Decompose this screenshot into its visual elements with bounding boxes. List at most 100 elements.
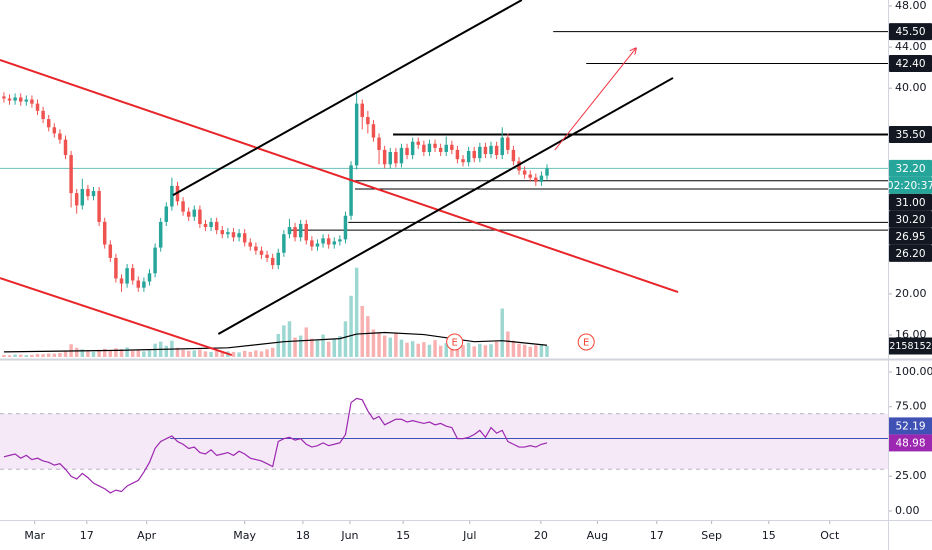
candle-body xyxy=(265,254,269,258)
candle-body xyxy=(69,155,73,194)
x-tick-label: May xyxy=(233,529,256,542)
price-line-badge-bg xyxy=(889,193,932,211)
candle-body xyxy=(7,98,12,101)
volume-bar xyxy=(511,340,516,357)
candle-body xyxy=(97,191,101,222)
volume-bar xyxy=(483,345,488,357)
price-line-badge: 35.50 xyxy=(895,129,925,141)
candle-body xyxy=(466,150,471,163)
rsi-value-badge: 48.98 xyxy=(895,437,925,449)
rsi-level-badge-bg xyxy=(889,417,932,435)
candle-body xyxy=(30,99,34,104)
earnings-marker xyxy=(446,333,464,351)
volume-bar xyxy=(86,351,90,357)
volume-bar xyxy=(74,347,79,357)
volume-bar xyxy=(528,346,532,357)
volume-bar xyxy=(203,351,208,357)
candle-body xyxy=(455,149,460,160)
candle-body xyxy=(433,143,437,148)
volume-bar xyxy=(494,341,499,357)
x-tick-label: Aug xyxy=(587,529,608,542)
candle-body xyxy=(444,144,448,152)
candle-body xyxy=(528,174,532,178)
volume-bar xyxy=(287,321,292,357)
y-tick-label: 0.00 xyxy=(895,504,920,517)
candle-body xyxy=(164,206,169,222)
trend-line xyxy=(0,58,679,293)
candle-body xyxy=(170,185,174,207)
volume-bar xyxy=(422,342,426,357)
candle-body xyxy=(371,124,376,138)
volume-bar xyxy=(371,329,376,357)
volume-bar xyxy=(119,349,124,357)
volume-bar xyxy=(147,350,152,357)
volume-bar xyxy=(489,344,493,357)
candle-body xyxy=(405,147,409,156)
candle-body xyxy=(130,268,135,281)
x-tick-label: Sep xyxy=(701,529,722,542)
volume-bar xyxy=(108,350,113,357)
candle-body xyxy=(46,119,51,128)
candle-body xyxy=(321,238,325,244)
x-tick-label: 20 xyxy=(534,529,548,542)
price-line-badge: 42.40 xyxy=(895,58,925,70)
candle-body xyxy=(276,252,281,266)
volume-bar xyxy=(298,335,303,357)
volume-bar xyxy=(231,351,236,357)
volume-bar xyxy=(461,345,465,357)
candle-body xyxy=(86,188,90,197)
candle-body xyxy=(382,149,387,165)
x-tick-label: Jul xyxy=(462,529,476,542)
volume-bar xyxy=(332,339,336,357)
volume-bar xyxy=(321,334,325,357)
candle-body xyxy=(214,221,219,231)
volume-bar xyxy=(382,335,387,357)
candle-body xyxy=(315,243,320,247)
price-line-badge: 26.95 xyxy=(895,231,925,243)
price-line-badge: 45.50 xyxy=(895,26,925,38)
volume-bar xyxy=(114,348,118,357)
candle-body xyxy=(304,223,309,241)
x-tick-label: 17 xyxy=(650,529,664,542)
price-line-badge-bg xyxy=(889,55,932,73)
volume-bar xyxy=(209,351,213,357)
trend-line xyxy=(217,77,674,335)
volume-bar xyxy=(164,345,169,357)
y-tick-label: 48.00 xyxy=(895,0,927,12)
arrow-drawing xyxy=(554,48,636,151)
candle-body xyxy=(310,240,314,247)
candle-body xyxy=(52,127,57,134)
candle-body xyxy=(259,250,264,255)
volume-bar xyxy=(97,349,101,357)
candle-body xyxy=(332,241,336,245)
volume-bar xyxy=(265,349,269,357)
volume-bar xyxy=(2,354,6,357)
x-tick-label: 15 xyxy=(396,529,410,542)
price-line-badge-bg xyxy=(889,244,932,262)
volume-bar xyxy=(58,352,62,357)
candle-body xyxy=(2,96,6,99)
candle-body xyxy=(237,233,241,238)
x-tick-label: Jun xyxy=(340,529,358,542)
candle-body xyxy=(539,175,544,182)
candle-body xyxy=(209,221,213,228)
price-line-badge-bg xyxy=(889,210,932,228)
volume-bar xyxy=(506,331,510,357)
candle-body xyxy=(203,223,208,228)
candle-body xyxy=(119,278,124,284)
rsi-pane xyxy=(0,397,888,494)
candle-body xyxy=(545,168,549,176)
candle-body xyxy=(511,149,516,162)
candle-body xyxy=(438,147,443,152)
volume-bar xyxy=(130,350,135,357)
earnings-label: E xyxy=(451,338,457,349)
candle-body xyxy=(198,209,202,224)
volume-bar xyxy=(254,350,258,357)
candle-body xyxy=(114,257,118,279)
candle-body xyxy=(410,141,415,156)
volume-bar xyxy=(248,351,253,357)
candle-body xyxy=(287,227,292,235)
candle-body xyxy=(24,99,29,102)
